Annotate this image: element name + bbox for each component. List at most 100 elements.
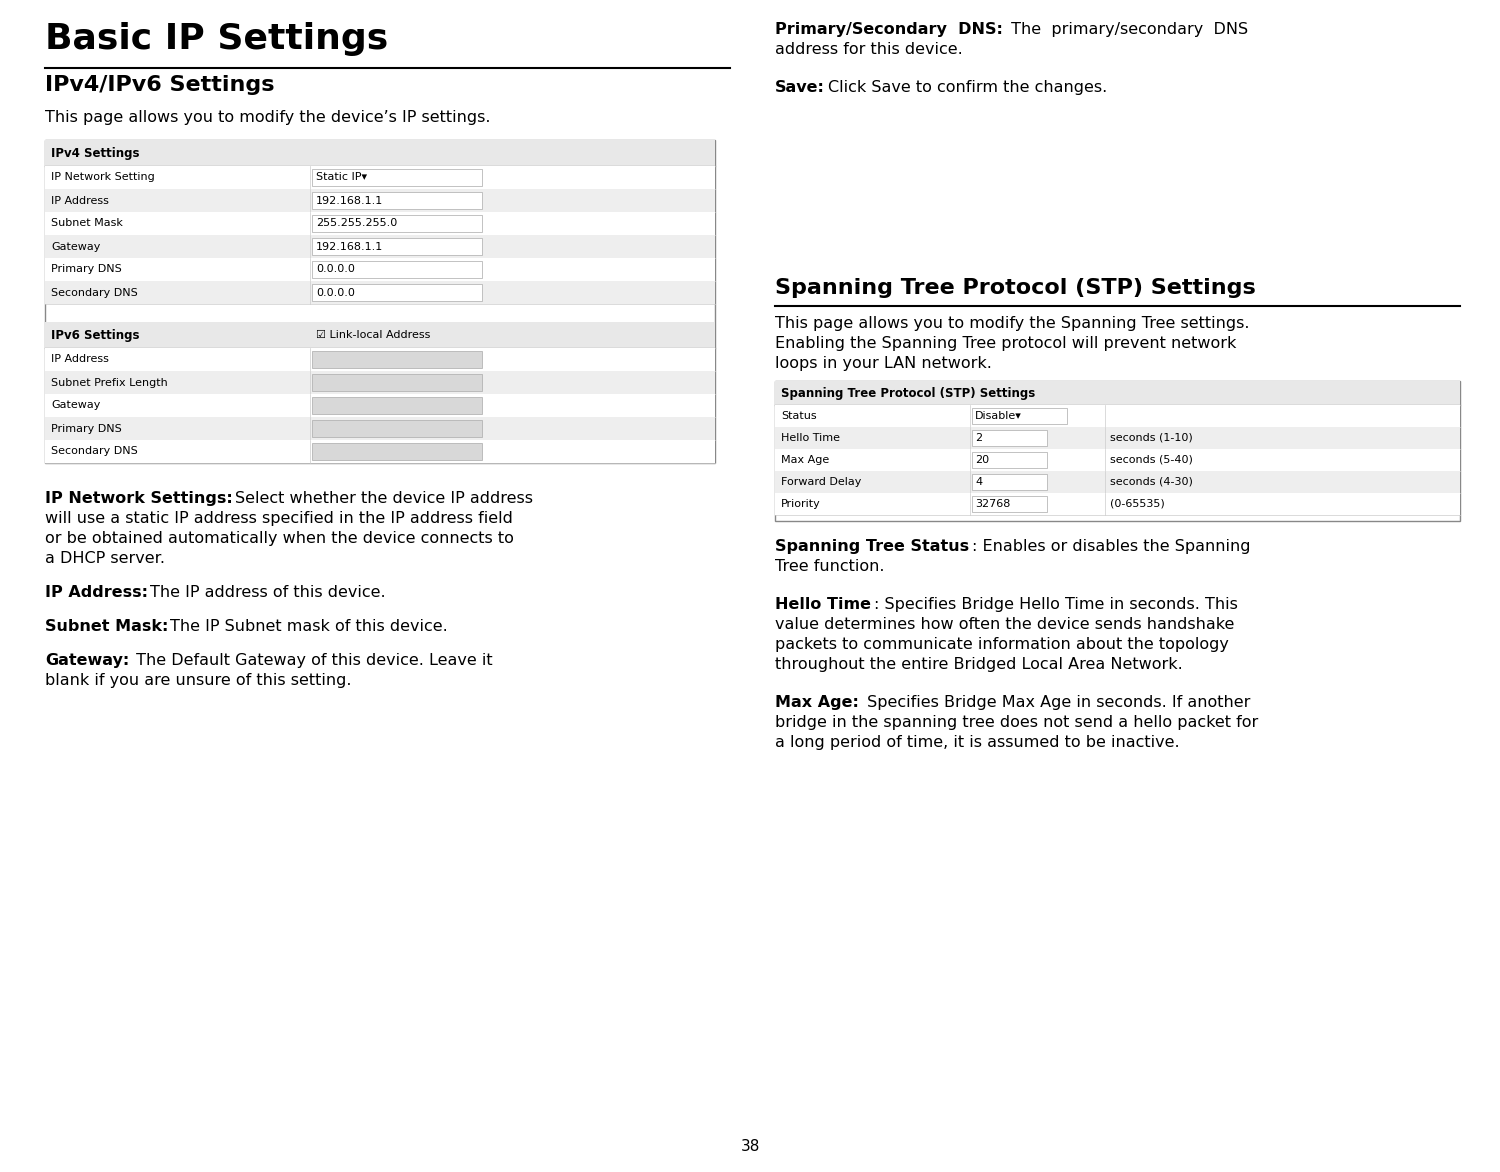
Text: The Default Gateway of this device. Leave it: The Default Gateway of this device. Leav…: [132, 653, 494, 668]
Text: address for this device.: address for this device.: [776, 42, 963, 57]
Text: Secondary DNS: Secondary DNS: [51, 287, 138, 298]
Bar: [45, 417, 715, 440]
Text: Status: Status: [782, 411, 816, 421]
Text: Hello Time: Hello Time: [782, 432, 840, 443]
Text: blank if you are unsure of this setting.: blank if you are unsure of this setting.: [45, 673, 351, 688]
Text: a long period of time, it is assumed to be inactive.: a long period of time, it is assumed to …: [776, 735, 1179, 750]
Text: IPv6 Settings: IPv6 Settings: [51, 328, 140, 341]
Text: Subnet Mask: Subnet Mask: [51, 218, 123, 229]
Bar: [312, 214, 482, 232]
Text: seconds (1-10): seconds (1-10): [1110, 432, 1192, 443]
Text: 0.0.0.0: 0.0.0.0: [316, 265, 356, 274]
Text: This page allows you to modify the device’s IP settings.: This page allows you to modify the devic…: [45, 110, 491, 125]
Text: Gateway: Gateway: [51, 401, 100, 410]
Text: IPv4/IPv6 Settings: IPv4/IPv6 Settings: [45, 75, 274, 95]
Bar: [45, 440, 715, 463]
Text: bridge in the spanning tree does not send a hello packet for: bridge in the spanning tree does not sen…: [776, 715, 1258, 730]
Text: Priority: Priority: [782, 499, 820, 509]
Text: (0-65535): (0-65535): [1110, 499, 1164, 509]
Text: 4: 4: [975, 477, 982, 488]
Bar: [972, 496, 1047, 512]
Text: Specifies Bridge Max Age in seconds. If another: Specifies Bridge Max Age in seconds. If …: [862, 695, 1251, 710]
Bar: [776, 381, 1460, 522]
Bar: [45, 372, 715, 394]
Text: seconds (4-30): seconds (4-30): [1110, 477, 1192, 488]
Text: Forward Delay: Forward Delay: [782, 477, 861, 488]
Text: IPv4 Settings: IPv4 Settings: [51, 146, 140, 159]
Text: a DHCP server.: a DHCP server.: [45, 551, 165, 566]
Bar: [312, 192, 482, 209]
Bar: [45, 189, 715, 212]
Bar: [45, 281, 715, 304]
Text: The  primary/secondary  DNS: The primary/secondary DNS: [1007, 22, 1248, 38]
Text: IP Address: IP Address: [51, 196, 110, 205]
Bar: [45, 348, 715, 372]
Bar: [312, 238, 482, 255]
Text: Save:: Save:: [776, 80, 825, 95]
Bar: [776, 427, 1460, 449]
Bar: [45, 236, 715, 258]
Text: Gateway:: Gateway:: [45, 653, 129, 668]
Bar: [312, 443, 482, 459]
Text: The IP address of this device.: The IP address of this device.: [150, 585, 386, 600]
Text: 32768: 32768: [975, 499, 1011, 509]
Bar: [972, 430, 1047, 447]
Bar: [45, 258, 715, 281]
Text: Subnet Mask:: Subnet Mask:: [45, 619, 168, 634]
Bar: [312, 397, 482, 414]
Text: throughout the entire Bridged Local Area Network.: throughout the entire Bridged Local Area…: [776, 657, 1182, 672]
Text: value determines how often the device sends handshake: value determines how often the device se…: [776, 616, 1234, 632]
Bar: [776, 471, 1460, 493]
Text: Secondary DNS: Secondary DNS: [51, 447, 138, 457]
Text: packets to communicate information about the topology: packets to communicate information about…: [776, 638, 1228, 652]
Text: IP Address: IP Address: [51, 354, 110, 364]
Bar: [312, 420, 482, 437]
Bar: [776, 449, 1460, 471]
Text: Hello Time: Hello Time: [776, 597, 871, 612]
Bar: [45, 212, 715, 236]
Text: Select whether the device IP address: Select whether the device IP address: [234, 491, 532, 506]
Text: Spanning Tree Protocol (STP) Settings: Spanning Tree Protocol (STP) Settings: [782, 387, 1035, 400]
Text: Basic IP Settings: Basic IP Settings: [45, 22, 388, 56]
Text: This page allows you to modify the Spanning Tree settings.: This page allows you to modify the Spann…: [776, 316, 1250, 331]
Text: Primary DNS: Primary DNS: [51, 423, 122, 434]
Text: 192.168.1.1: 192.168.1.1: [316, 196, 384, 205]
Text: Enabling the Spanning Tree protocol will prevent network: Enabling the Spanning Tree protocol will…: [776, 336, 1236, 350]
Text: The IP Subnet mask of this device.: The IP Subnet mask of this device.: [171, 619, 448, 634]
Text: loops in your LAN network.: loops in your LAN network.: [776, 356, 992, 372]
Text: 192.168.1.1: 192.168.1.1: [316, 241, 384, 252]
Text: will use a static IP address specified in the IP address field: will use a static IP address specified i…: [45, 511, 513, 526]
Text: 20: 20: [975, 455, 988, 465]
Bar: [312, 284, 482, 301]
Text: Max Age: Max Age: [782, 455, 830, 465]
Text: seconds (5-40): seconds (5-40): [1110, 455, 1192, 465]
Text: : Specifies Bridge Hello Time in seconds. This: : Specifies Bridge Hello Time in seconds…: [874, 597, 1238, 612]
Bar: [312, 350, 482, 368]
Bar: [45, 139, 715, 166]
Text: Static IP▾: Static IP▾: [316, 172, 368, 183]
Text: or be obtained automatically when the device connects to: or be obtained automatically when the de…: [45, 531, 514, 546]
Text: Click Save to confirm the changes.: Click Save to confirm the changes.: [828, 80, 1107, 95]
Text: 255.255.255.0: 255.255.255.0: [316, 218, 398, 229]
Text: Primary/Secondary  DNS:: Primary/Secondary DNS:: [776, 22, 1004, 38]
Bar: [312, 169, 482, 186]
Text: Spanning Tree Protocol (STP) Settings: Spanning Tree Protocol (STP) Settings: [776, 278, 1256, 298]
Bar: [312, 374, 482, 391]
Text: 38: 38: [741, 1139, 759, 1154]
Text: ☑ Link-local Address: ☑ Link-local Address: [316, 331, 430, 340]
Bar: [972, 473, 1047, 490]
Bar: [972, 452, 1047, 468]
Text: 0.0.0.0: 0.0.0.0: [316, 287, 356, 298]
Bar: [776, 493, 1460, 515]
Text: IP Network Setting: IP Network Setting: [51, 172, 154, 183]
Text: IP Address:: IP Address:: [45, 585, 148, 600]
Text: Spanning Tree Status: Spanning Tree Status: [776, 539, 969, 554]
Text: : Enables or disables the Spanning: : Enables or disables the Spanning: [972, 539, 1251, 554]
Bar: [45, 139, 715, 463]
Text: Max Age:: Max Age:: [776, 695, 859, 710]
Text: 2: 2: [975, 432, 982, 443]
Text: Tree function.: Tree function.: [776, 559, 885, 574]
Bar: [45, 394, 715, 417]
Bar: [45, 322, 715, 348]
Text: Primary DNS: Primary DNS: [51, 265, 122, 274]
